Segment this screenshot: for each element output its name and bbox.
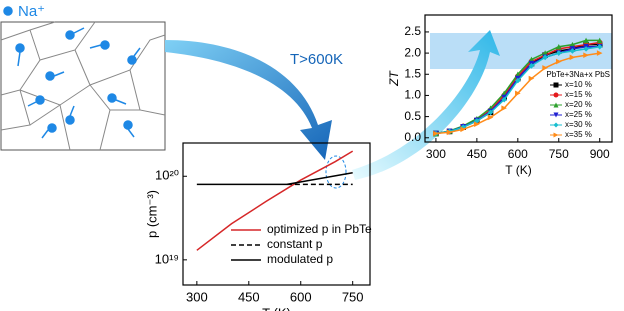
x-tick-label: 450	[467, 147, 487, 161]
data-point	[515, 71, 521, 78]
data-point	[433, 130, 439, 137]
legend-label: x=15 %	[565, 90, 592, 99]
legend-label: constant p	[267, 237, 323, 251]
data-point	[569, 41, 576, 48]
y-axis-label: ZT	[387, 70, 401, 87]
data-point	[596, 43, 603, 50]
data-point	[460, 124, 467, 130]
plot: 300 450 600 750 10¹⁹ 10²⁰ T (K) p (cm⁻³) optimiz…	[144, 142, 372, 311]
legend-marker	[553, 92, 559, 98]
data-point	[487, 109, 494, 116]
data-point	[569, 48, 576, 54]
legend-label: x=30 %	[565, 120, 592, 129]
axes-frame	[182, 142, 371, 286]
legend-marker	[553, 112, 559, 118]
legend-label: x=20 %	[565, 100, 592, 109]
legend-title: PbTe+3Na+x PbS	[546, 70, 610, 79]
data-point	[460, 126, 467, 133]
highlight-region	[430, 33, 612, 69]
na-ions	[3, 6, 141, 139]
data-point	[528, 63, 535, 69]
data-point	[569, 54, 576, 61]
y-tick-label: 0.5	[404, 109, 421, 123]
data-point	[528, 75, 535, 82]
legend-marker	[553, 102, 559, 108]
y-tick-label: 0.0	[404, 130, 421, 144]
x-tick-label: 600	[290, 289, 312, 304]
temperature-annotation: T>600K	[290, 51, 343, 68]
x-tick-label: 900	[590, 147, 610, 161]
data-point	[555, 43, 562, 50]
x-axis-label: T (K)	[262, 305, 291, 311]
data-point	[583, 37, 589, 44]
data-point	[474, 118, 480, 124]
data-point	[515, 90, 521, 97]
legend-label: optimized p in PbTe	[267, 222, 372, 236]
data-point	[487, 114, 494, 121]
legend-marker	[553, 122, 559, 128]
link-arrow	[352, 30, 500, 180]
axes-frame	[424, 14, 613, 143]
data-point	[474, 121, 480, 128]
y-tick-label: 2.5	[404, 24, 421, 38]
data-point	[596, 50, 603, 56]
series-line	[196, 172, 353, 186]
data-point	[555, 50, 562, 56]
data-point	[515, 77, 521, 84]
x-tick-label: 300	[186, 289, 208, 304]
y-tick-label: 10¹⁹	[155, 251, 179, 266]
y-tick-label: 2.0	[404, 45, 421, 59]
y-tick-label: 1.0	[404, 88, 421, 102]
legend-marker	[553, 82, 559, 88]
data-point	[542, 50, 548, 56]
y-tick-label: 10²⁰	[155, 168, 179, 183]
plot: 300 450 600 750 900 0.0 0.5 1.0 1.5 2.0 2.5 T (K) ZT…	[387, 14, 613, 177]
x-tick-label: 750	[549, 147, 569, 161]
ion-legend: Na⁺	[18, 3, 45, 20]
x-tick-label: 300	[426, 147, 446, 161]
y-tick-label: 1.5	[404, 66, 421, 80]
x-tick-label: 600	[508, 147, 528, 161]
data-point	[583, 52, 589, 59]
x-tick-label: 750	[342, 289, 364, 304]
legend-label: x=25 %	[565, 110, 592, 119]
data-point	[583, 46, 589, 52]
x-axis-label: T (K)	[505, 163, 531, 177]
heating-arrow	[165, 40, 332, 160]
data-point	[596, 37, 603, 44]
series-line	[196, 150, 354, 251]
x-tick-label: 450	[238, 289, 260, 304]
legend-marker	[553, 132, 559, 138]
legend-label: x=35 %	[565, 130, 592, 139]
data-point	[542, 65, 548, 71]
legend-label: modulated p	[267, 252, 333, 266]
grain-diagram	[0, 21, 166, 151]
data-point	[446, 129, 453, 136]
data-point	[501, 96, 507, 103]
data-point	[501, 105, 507, 111]
highlight-ellipse	[325, 155, 347, 189]
y-axis-label: p (cm⁻³)	[144, 190, 159, 238]
legend-label: x=10 %	[565, 80, 592, 89]
data-point	[555, 58, 562, 65]
data-point	[542, 54, 548, 61]
data-point	[528, 56, 535, 63]
